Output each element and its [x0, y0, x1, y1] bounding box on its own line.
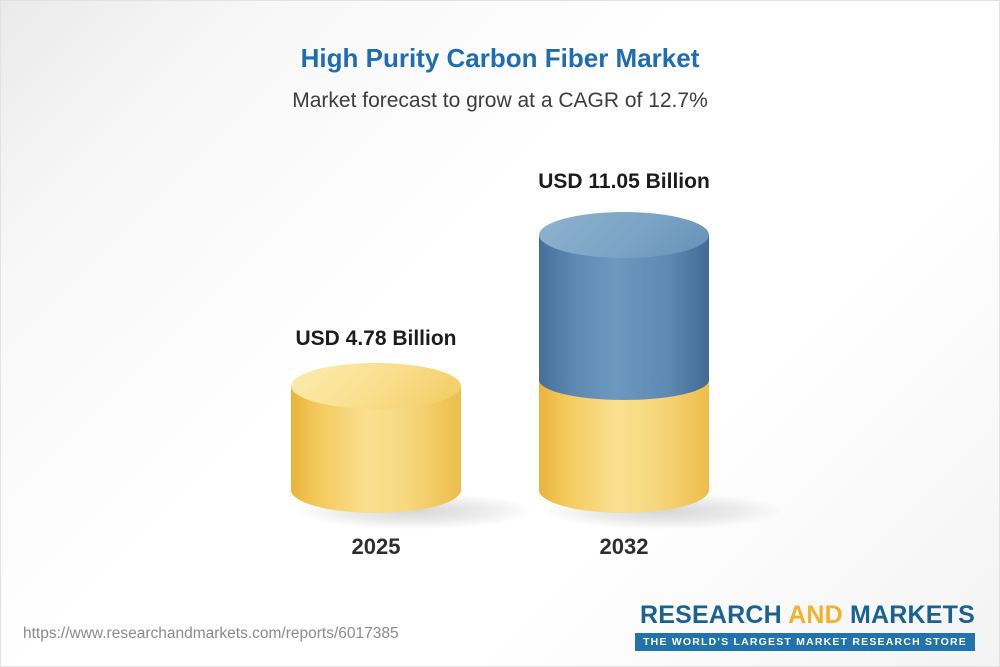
report-url-link[interactable]: https://www.researchandmarkets.com/repor… [23, 625, 399, 642]
logo-tagline: THE WORLD'S LARGEST MARKET RESEARCH STOR… [635, 633, 975, 651]
category-label-2032: 2032 [599, 534, 649, 559]
page-title: High Purity Carbon Fiber Market [300, 43, 700, 73]
chart-subtitle: Market forecast to grow at a CAGR of 12.… [292, 89, 708, 112]
bar-2025-top-face [291, 363, 461, 409]
bar-2032-blue-segment [539, 235, 709, 400]
logo-wordmark: RESEARCH AND MARKETS [635, 601, 975, 630]
value-label-2032: USD 11.05 Billion [538, 170, 710, 193]
bar-2025-cylinder [291, 363, 461, 513]
logo-word-and: AND [788, 601, 843, 629]
logo-word-markets: MARKETS [849, 601, 975, 629]
bar-2032-cylinder [539, 212, 709, 513]
value-label-2025: USD 4.78 Billion [295, 327, 457, 350]
logo-word-research: RESEARCH [639, 601, 782, 629]
bar-2032-top-face [539, 212, 709, 258]
research-and-markets-logo: RESEARCH AND MARKETS THE WORLD'S LARGEST… [635, 601, 975, 651]
category-label-2025: 2025 [351, 534, 401, 559]
